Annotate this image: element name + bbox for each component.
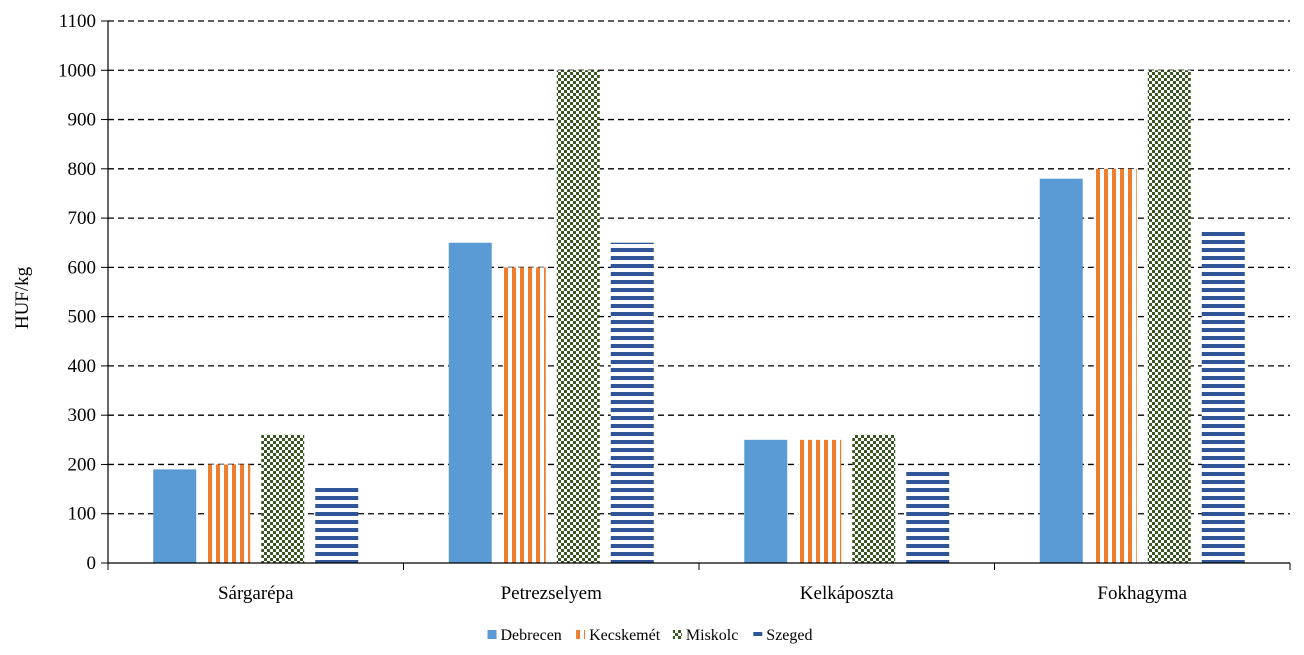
bar-debrecen <box>153 469 197 563</box>
bar-miskolc <box>261 434 305 563</box>
legend-label: Kecskemét <box>589 627 661 644</box>
y-tick-label: 800 <box>68 159 97 180</box>
y-tick-label: 900 <box>68 110 97 131</box>
y-tick-label: 700 <box>68 208 97 229</box>
bar-szeged <box>610 242 654 563</box>
axes <box>107 21 1291 570</box>
y-tick-label: 200 <box>68 454 97 475</box>
bar-szeged <box>1201 230 1245 563</box>
y-tick-label: 400 <box>68 356 97 377</box>
bar-szeged <box>906 469 950 563</box>
y-tick-label: 1000 <box>58 60 96 81</box>
bar-kecskem-t <box>1093 168 1137 563</box>
y-tick-label: 0 <box>87 553 97 574</box>
y-tick-label: 600 <box>68 257 97 278</box>
bar-debrecen <box>448 242 492 563</box>
bar-kecskem-t <box>502 267 546 563</box>
bar-szeged <box>315 484 359 563</box>
bar-kecskem-t <box>798 439 842 563</box>
x-category-label: Kelkáposzta <box>800 583 894 604</box>
legend-label: Debrecen <box>501 627 562 644</box>
legend-swatch <box>487 630 497 639</box>
bar-miskolc <box>1147 70 1191 563</box>
y-tick-label: 100 <box>68 504 97 525</box>
bar-kecskem-t <box>207 464 251 563</box>
legend-label: Miskolc <box>686 627 738 644</box>
y-tick-label: 300 <box>68 405 97 426</box>
bar-debrecen <box>744 439 788 563</box>
legend-swatch <box>576 630 586 639</box>
bar-miskolc <box>852 434 896 563</box>
bars <box>153 70 1245 563</box>
legend-label: Szeged <box>766 627 812 644</box>
legend: Debrecen Kecskemét Miskolc Szeged <box>487 627 813 644</box>
x-category-label: Sárgarépa <box>218 583 294 604</box>
legend-swatch <box>672 630 682 639</box>
y-tick-label: 1100 <box>59 11 96 32</box>
x-category-label: Fokhagyma <box>1097 583 1187 604</box>
gridlines <box>108 20 1290 515</box>
category-labels: Sárgarépa Petrezselyem Kelkáposzta Fokhagym… <box>218 583 1188 604</box>
bar-miskolc <box>556 70 600 563</box>
x-category-label: Petrezselyem <box>501 583 603 604</box>
y-tick-label: 500 <box>68 307 97 328</box>
y-axis-title: HUF/kg <box>12 266 33 329</box>
bar-debrecen <box>1039 178 1083 563</box>
y-tick-labels: 0 100 200 300 400 500 600 700 800 900 1000 1100 <box>58 11 108 574</box>
legend-swatch <box>753 630 763 639</box>
